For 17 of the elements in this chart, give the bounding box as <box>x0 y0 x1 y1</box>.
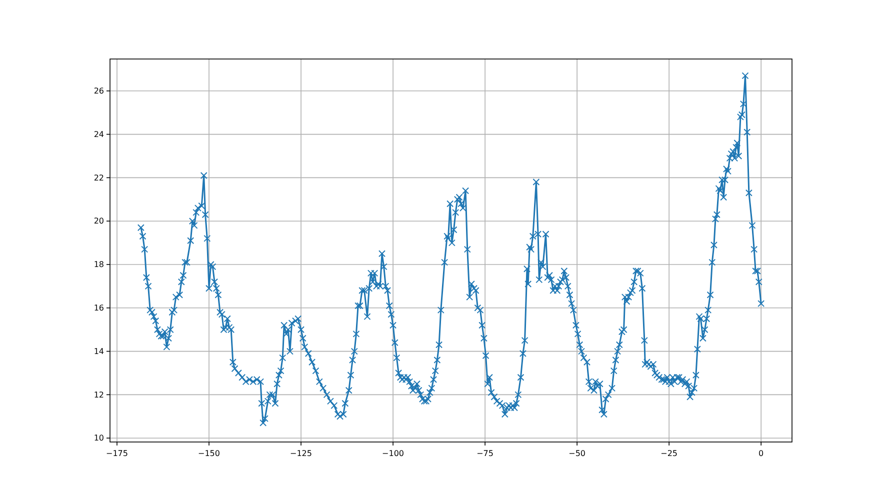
x-tick-label: −175 <box>106 449 128 458</box>
y-tick-label: 26 <box>94 86 104 96</box>
y-tick-label: 16 <box>94 303 104 312</box>
y-tick-label: 14 <box>94 346 104 356</box>
x-tick-label: −100 <box>382 449 404 458</box>
x-tick-label: −75 <box>476 449 494 458</box>
y-tick-label: 20 <box>94 216 104 226</box>
x-tick-label: 0 <box>758 449 764 458</box>
x-tick-label: −25 <box>660 449 678 458</box>
y-tick-label: 10 <box>94 434 104 443</box>
x-tick-label: −150 <box>198 449 220 458</box>
x-tick-label: −125 <box>290 449 312 458</box>
y-tick-label: 24 <box>94 130 104 139</box>
y-tick-label: 12 <box>94 390 104 400</box>
x-tick-label: −50 <box>568 449 586 458</box>
y-tick-label: 22 <box>94 173 104 182</box>
y-tick-label: 18 <box>94 260 104 270</box>
